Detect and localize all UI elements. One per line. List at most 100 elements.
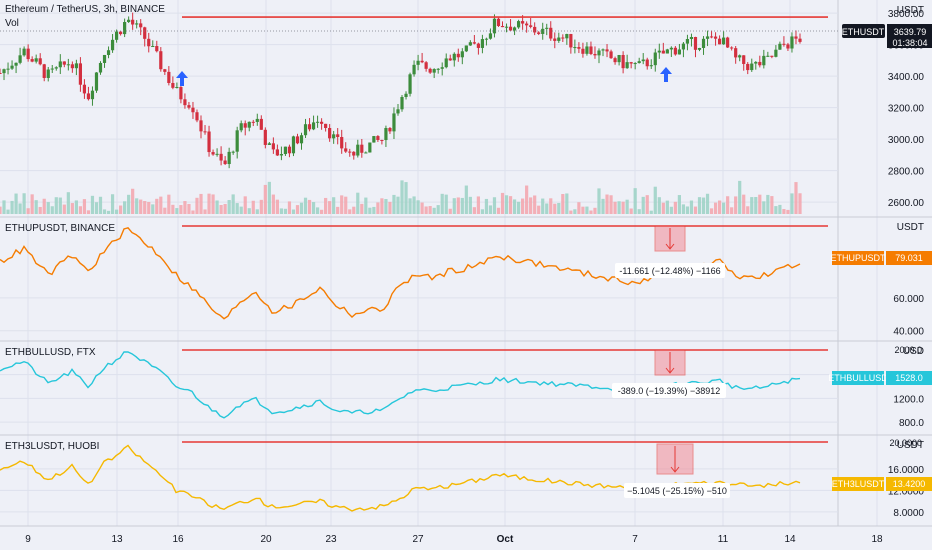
volume-bar xyxy=(754,197,758,214)
candle-body xyxy=(689,36,694,40)
x-tick-label: 9 xyxy=(25,534,31,545)
candle-body xyxy=(380,139,384,141)
candle-body xyxy=(299,135,304,144)
candle-body xyxy=(110,39,115,51)
candle-body xyxy=(275,149,279,156)
candle-body xyxy=(340,137,344,149)
volume-bar xyxy=(263,184,267,214)
volume-bar xyxy=(770,196,774,214)
volume-bar xyxy=(472,207,476,214)
candle-body xyxy=(392,113,396,132)
volume-bar xyxy=(328,201,332,214)
candle-body xyxy=(102,54,107,63)
volume-bar xyxy=(255,209,259,214)
volume-bar xyxy=(440,193,444,214)
candle-body xyxy=(420,60,424,63)
candle-body xyxy=(593,53,597,56)
candle-body xyxy=(730,47,734,49)
candle-body xyxy=(18,55,22,63)
volume-bar xyxy=(601,198,605,214)
volume-bar xyxy=(62,204,66,214)
volume-bar xyxy=(448,208,452,214)
candle-body xyxy=(734,48,738,58)
candle-body xyxy=(709,36,714,38)
volume-bar xyxy=(58,197,62,214)
volume-bar xyxy=(6,209,10,214)
candle-body xyxy=(167,71,171,83)
annotation-box xyxy=(624,483,730,498)
candle-body xyxy=(705,36,710,39)
y-tick-label: 1200.0 xyxy=(893,394,924,405)
volume-bar xyxy=(609,195,613,214)
volume-bar xyxy=(444,194,448,214)
volume-bar xyxy=(388,201,392,214)
candle-body xyxy=(589,46,593,54)
axis-unit-label: USDT xyxy=(897,222,924,233)
candle-body xyxy=(38,58,42,65)
volume-bar xyxy=(203,209,207,214)
candle-body xyxy=(685,39,690,44)
volume-bar xyxy=(392,194,396,214)
volume-bar xyxy=(629,208,633,214)
volume-bar xyxy=(476,196,480,214)
candle-body xyxy=(139,23,143,28)
countdown-label: 01:38:04 xyxy=(892,38,927,48)
volume-bar xyxy=(271,194,275,214)
volume-bar xyxy=(94,202,99,214)
volume-bar xyxy=(512,199,517,214)
candle-body xyxy=(263,129,267,145)
candle-body xyxy=(412,64,416,75)
symbol-tag-label: ETHBULLUSD xyxy=(828,373,888,383)
candle-body xyxy=(235,130,239,152)
volume-bar xyxy=(380,198,384,214)
last-price-tag xyxy=(887,24,932,48)
candle-body xyxy=(2,69,6,74)
candle-body xyxy=(376,136,380,140)
volume-bar xyxy=(404,182,408,214)
volume-bar xyxy=(661,202,665,214)
volume-bar xyxy=(22,193,26,214)
x-tick-label: 13 xyxy=(111,534,123,545)
volume-bar xyxy=(545,203,549,214)
candle-body xyxy=(30,59,34,62)
candle-body xyxy=(661,50,665,54)
candle-body xyxy=(199,120,203,132)
volume-bar xyxy=(746,206,750,214)
candle-body xyxy=(295,136,300,144)
volume-bar xyxy=(231,194,235,214)
candle-body xyxy=(625,62,629,69)
volume-bar xyxy=(585,206,589,214)
volume-bar xyxy=(722,202,726,214)
candle-body xyxy=(456,53,460,58)
volume-bar xyxy=(412,196,416,214)
volume-bar xyxy=(525,185,529,214)
candle-body xyxy=(328,127,332,139)
volume-bar xyxy=(738,180,742,214)
measure-arrow-head xyxy=(665,243,675,250)
volume-bar xyxy=(593,207,597,214)
candle-body xyxy=(738,55,742,58)
volume-bar xyxy=(573,209,577,214)
volume-bar xyxy=(344,196,348,214)
candle-body xyxy=(609,51,613,59)
volume-bar xyxy=(26,208,30,214)
candle-body xyxy=(516,21,521,28)
volume-bar xyxy=(408,198,412,214)
candle-body xyxy=(460,51,464,58)
volume-bar xyxy=(537,205,541,214)
volume-bar xyxy=(66,192,70,214)
candle-body xyxy=(480,39,485,48)
volume-bar xyxy=(653,186,657,214)
y-tick-label: 16.0000 xyxy=(888,465,925,476)
candle-body xyxy=(766,55,770,57)
candle-body xyxy=(553,38,557,41)
volume-bar xyxy=(219,204,223,214)
candle-body xyxy=(693,36,698,50)
volume-bar xyxy=(436,205,440,214)
candle-body xyxy=(726,37,730,48)
last-price-label: 79.031 xyxy=(895,253,923,263)
candle-body xyxy=(127,19,131,23)
candle-body xyxy=(223,160,227,165)
axis-unit-label: USDT xyxy=(897,440,924,451)
volume-bar xyxy=(368,207,372,214)
